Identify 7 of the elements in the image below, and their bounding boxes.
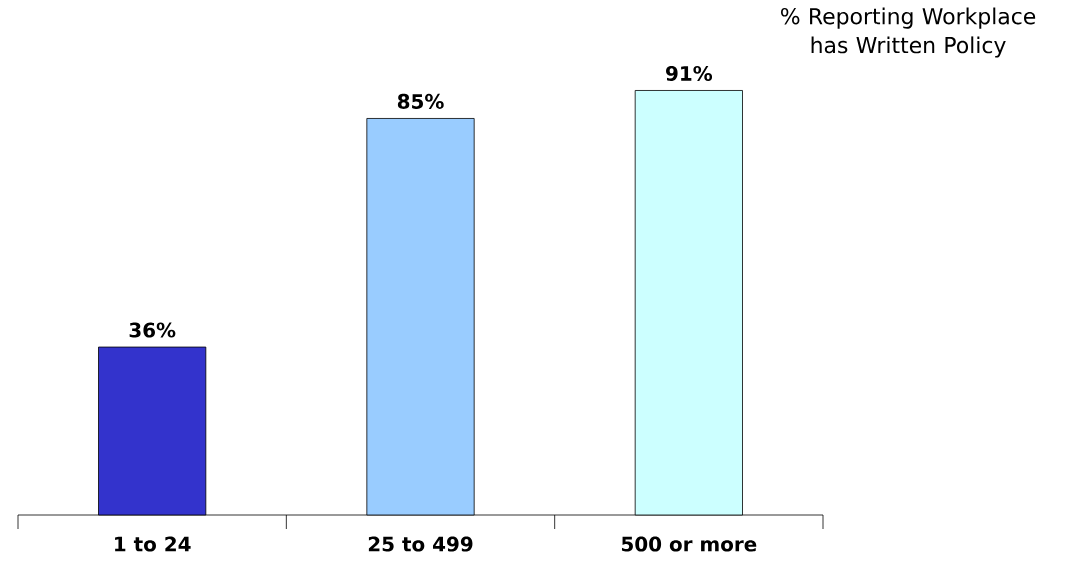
x-tick-label: 25 to 499 [368,536,473,552]
x-tick-label: 500 or more [621,536,757,552]
data-label: 36% [129,322,176,338]
data-label: 85% [397,93,444,109]
data-label: 91% [666,65,713,81]
text: % Reporting Workplace has Written Policy [780,7,1036,58]
x-tick-label: 1 to 24 [115,536,191,552]
